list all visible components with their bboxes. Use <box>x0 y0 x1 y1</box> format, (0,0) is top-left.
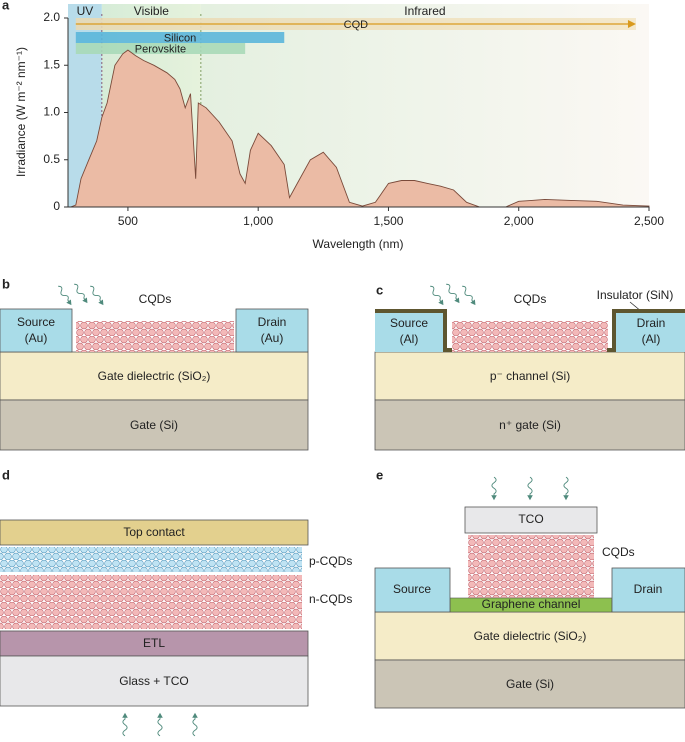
source-label: Source <box>390 316 428 330</box>
y-tick-label: 0.5 <box>43 152 60 166</box>
panel-c: c CQDs Insulator (SiN) Source (Al) Drain… <box>374 282 685 451</box>
channel-label: p⁻ channel (Si) <box>490 369 570 383</box>
source-material: (Al) <box>400 332 419 346</box>
drain-material: (Au) <box>261 331 284 345</box>
source-label: Source <box>393 582 431 596</box>
absorption-band <box>75 32 285 43</box>
panel-label: e <box>376 467 383 482</box>
panel-b: b CQDs Source (Au) Drain (Au) Gate diele… <box>0 276 309 451</box>
p-cqds-label: p-CQDs <box>309 554 352 568</box>
cqds-label: CQDs <box>514 292 547 306</box>
drain-label: Drain <box>637 316 666 330</box>
x-tick-label: 1,500 <box>373 214 403 228</box>
tco-label: TCO <box>518 512 543 526</box>
spectrum-area <box>70 49 650 208</box>
cqds-label: CQDs <box>139 292 172 306</box>
dielectric-label: Gate dielectric (SiO₂) <box>98 369 211 383</box>
x-tick-label: 1,000 <box>243 214 273 228</box>
panel-label: b <box>2 276 10 291</box>
x-tick-label: 500 <box>118 214 138 228</box>
region-label: UV <box>77 4 94 18</box>
glass-label: Glass + TCO <box>119 674 188 688</box>
band-arrow-head <box>627 20 636 28</box>
panel-label: d <box>2 467 10 482</box>
region-label: Infrared <box>404 4 445 18</box>
graphene-label: Graphene channel <box>482 597 581 611</box>
x-tick-label: 2,500 <box>634 214 664 228</box>
y-tick-label: 2.0 <box>43 10 60 24</box>
band-label: CQD <box>344 19 369 31</box>
source-material: (Au) <box>25 331 48 345</box>
drain-label: Drain <box>634 582 663 596</box>
panel-d: d Top contact p-CQDs n-CQDs ETL Glass + … <box>0 467 352 737</box>
band-label: Perovskite <box>135 43 186 55</box>
insulator-label: Insulator (SiN) <box>597 288 674 302</box>
source-label: Source <box>17 315 55 329</box>
panel-label: c <box>376 282 383 297</box>
drain-material: (Al) <box>642 332 661 346</box>
dielectric-label: Gate dielectric (SiO₂) <box>474 629 587 643</box>
band-label: Silicon <box>164 32 196 44</box>
y-tick-label: 0 <box>53 199 60 213</box>
absorption-band <box>75 43 246 54</box>
y-axis-label: Irradiance (W m⁻² nm⁻¹) <box>14 47 28 177</box>
panel-label: a <box>2 0 10 12</box>
drain-label: Drain <box>258 315 287 329</box>
n-cqds-label: n-CQDs <box>309 592 352 606</box>
gate-label: n⁺ gate (Si) <box>499 418 561 432</box>
region-label: Visible <box>134 4 169 18</box>
x-axis-label: Wavelength (nm) <box>313 237 404 251</box>
gate-label: Gate (Si) <box>506 677 554 691</box>
y-tick-label: 1.5 <box>43 57 60 71</box>
gate-label: Gate (Si) <box>130 418 178 432</box>
panel-e: e TCO CQDs Graphene channel Source Drain… <box>374 467 685 709</box>
top-contact-label: Top contact <box>123 525 185 539</box>
cqds-label: CQDs <box>602 545 635 559</box>
etl-label: ETL <box>143 636 165 650</box>
y-tick-label: 1.0 <box>43 105 60 119</box>
x-tick-label: 2,000 <box>504 214 534 228</box>
